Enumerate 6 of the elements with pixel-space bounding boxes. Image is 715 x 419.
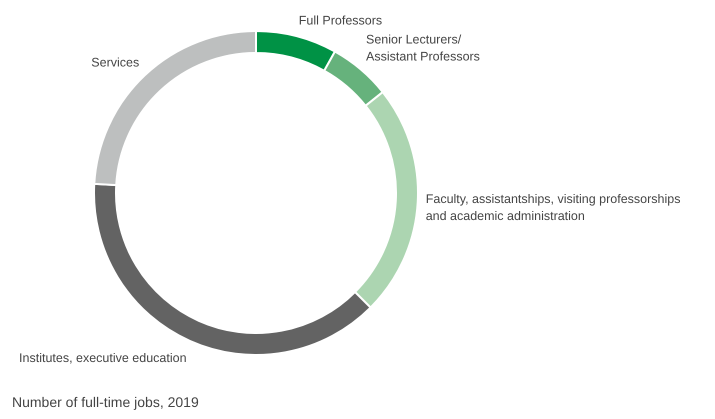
slice-label: Institutes, executive education [19, 350, 187, 365]
text: Number of full-time jobs, 2019 [12, 394, 199, 410]
slice-label: Full Professors [298, 14, 382, 28]
slice-label: Services [91, 56, 140, 70]
slice-label: Senior Lecturers/ Assistant Professors [366, 32, 480, 64]
slice-label: Faculty, assistantships, visiting professorships and academic administration [426, 192, 680, 223]
